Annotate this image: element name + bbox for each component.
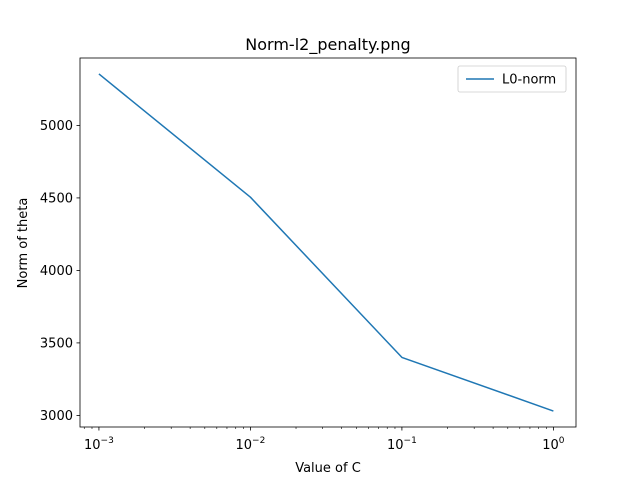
x-tick-label: 10−1: [387, 436, 417, 453]
y-axis-label: Norm of theta: [16, 198, 31, 289]
x-tick-label: 100: [542, 436, 565, 453]
y-tick-label: 3500: [40, 336, 73, 351]
legend-box: [457, 65, 567, 93]
series-line-0: [98, 73, 554, 412]
y-tick-label: 5000: [40, 119, 73, 134]
x-tick-label: 10−2: [236, 436, 266, 453]
y-tick-label: 3000: [40, 409, 73, 424]
x-tick-label: 10−3: [84, 436, 114, 453]
legend-entry-label: L0-norm: [502, 73, 556, 88]
axes-frame: [79, 57, 577, 428]
y-tick-label: 4000: [40, 264, 73, 279]
y-tick-label: 4500: [40, 191, 73, 206]
legend: L0-norm: [457, 65, 567, 93]
chart-title: Norm-l2_penalty.png: [245, 35, 410, 55]
x-axis-label: Value of C: [295, 461, 361, 476]
plot-area: 10−3 10−2 10−1 100 3000 3500 4000 4500 5000: [40, 57, 577, 453]
